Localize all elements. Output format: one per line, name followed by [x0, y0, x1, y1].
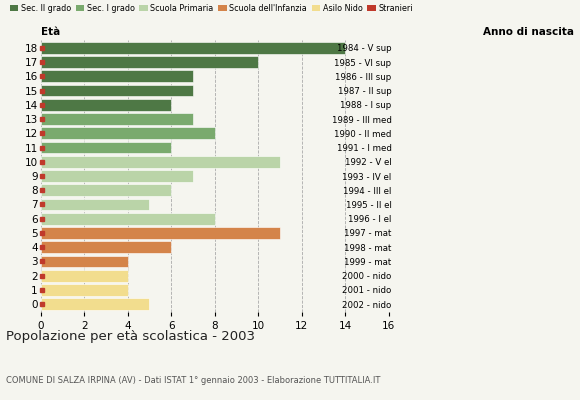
- Bar: [41, 56, 258, 68]
- Bar: [41, 256, 128, 267]
- Bar: [41, 284, 128, 296]
- Bar: [41, 213, 215, 224]
- Bar: [41, 170, 193, 182]
- Bar: [41, 142, 171, 153]
- Bar: [41, 199, 150, 210]
- Bar: [41, 227, 280, 239]
- Bar: [41, 128, 215, 139]
- Text: Popolazione per età scolastica - 2003: Popolazione per età scolastica - 2003: [6, 330, 255, 343]
- Bar: [41, 85, 193, 96]
- Legend: Sec. II grado, Sec. I grado, Scuola Primaria, Scuola dell'Infanzia, Asilo Nido, : Sec. II grado, Sec. I grado, Scuola Prim…: [10, 4, 413, 13]
- Bar: [41, 270, 128, 282]
- Bar: [41, 42, 345, 54]
- Bar: [41, 113, 193, 125]
- Text: COMUNE DI SALZA IRPINA (AV) - Dati ISTAT 1° gennaio 2003 - Elaborazione TUTTITAL: COMUNE DI SALZA IRPINA (AV) - Dati ISTAT…: [6, 376, 380, 385]
- Bar: [41, 156, 280, 168]
- Text: Età: Età: [41, 27, 60, 37]
- Bar: [41, 184, 171, 196]
- Bar: [41, 298, 150, 310]
- Bar: [41, 70, 193, 82]
- Text: Anno di nascita: Anno di nascita: [483, 27, 574, 37]
- Bar: [41, 99, 171, 111]
- Bar: [41, 241, 171, 253]
